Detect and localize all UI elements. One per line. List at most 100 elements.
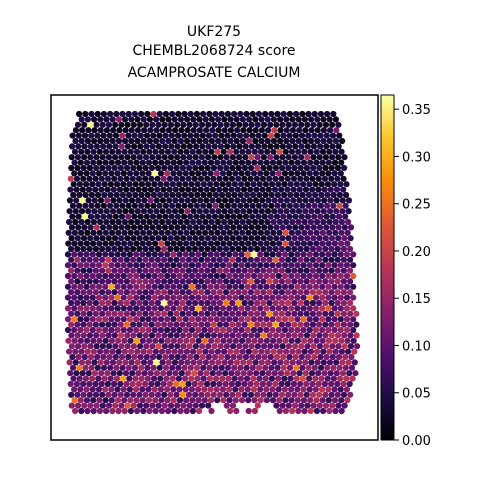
- spot: [161, 299, 168, 307]
- spot: [341, 402, 348, 409]
- spot: [185, 321, 192, 328]
- spot: [151, 305, 158, 312]
- spot: [341, 343, 348, 350]
- spot: [219, 375, 226, 382]
- spot: [192, 121, 199, 128]
- spot: [99, 391, 106, 398]
- spot: [144, 191, 151, 199]
- spot: [264, 359, 272, 366]
- spot: [102, 283, 109, 290]
- spot: [132, 191, 139, 199]
- spot: [147, 359, 154, 366]
- spot: [177, 348, 184, 355]
- spot: [105, 321, 112, 328]
- spot: [182, 262, 189, 269]
- spot: [317, 213, 324, 220]
- spot: [291, 245, 298, 253]
- spot: [77, 386, 84, 393]
- spot: [121, 407, 128, 415]
- spot: [247, 245, 254, 253]
- spot: [332, 407, 339, 415]
- colorbar-tick-label: 0.25: [402, 198, 431, 213]
- spot: [236, 353, 243, 361]
- spatial-spots: [64, 110, 361, 415]
- spot: [274, 110, 281, 118]
- spot: [192, 332, 199, 339]
- spot: [109, 359, 117, 366]
- spot: [292, 143, 299, 150]
- spot: [308, 208, 315, 215]
- spot: [151, 375, 158, 382]
- spot: [226, 262, 233, 269]
- spot: [205, 402, 212, 409]
- spot: [127, 229, 134, 236]
- spot: [219, 283, 227, 290]
- spot: [216, 256, 223, 263]
- spot: [170, 159, 177, 166]
- spot: [247, 321, 254, 328]
- spot: [213, 386, 220, 393]
- spot: [314, 116, 321, 123]
- spot: [130, 391, 137, 398]
- spot: [170, 337, 177, 344]
- spot: [166, 186, 173, 193]
- spot: [331, 316, 338, 323]
- spot: [276, 148, 283, 155]
- spot: [295, 208, 303, 215]
- spot: [130, 289, 137, 296]
- spot: [181, 110, 188, 118]
- spot: [301, 137, 308, 145]
- spot: [232, 159, 239, 166]
- spot: [99, 310, 106, 317]
- spot: [323, 343, 330, 350]
- spot: [291, 332, 298, 339]
- spot: [146, 348, 153, 355]
- spot: [89, 262, 96, 269]
- spot: [318, 181, 325, 188]
- spot: [192, 256, 199, 263]
- spot: [260, 289, 267, 296]
- spot: [223, 299, 230, 307]
- spot: [173, 380, 180, 388]
- spot: [156, 213, 163, 220]
- spot: [211, 154, 218, 161]
- spot: [210, 289, 217, 296]
- spot: [246, 127, 253, 134]
- spot: [135, 380, 142, 388]
- spot: [338, 148, 345, 155]
- spot: [107, 364, 114, 371]
- spot: [325, 337, 332, 344]
- spot: [130, 164, 137, 172]
- spot: [223, 245, 230, 253]
- spot: [93, 143, 100, 150]
- spot: [139, 262, 146, 269]
- spot: [239, 116, 246, 123]
- spot: [114, 283, 121, 290]
- spot: [311, 353, 318, 361]
- spot: [204, 332, 211, 339]
- spot: [160, 370, 167, 377]
- spot: [199, 343, 206, 350]
- spot: [262, 181, 269, 188]
- spot: [106, 224, 113, 231]
- spot: [71, 251, 78, 258]
- spot: [325, 294, 332, 301]
- spot: [232, 397, 239, 404]
- spot: [88, 191, 95, 199]
- spot: [164, 262, 171, 269]
- spot: [241, 289, 248, 296]
- spot: [121, 348, 128, 355]
- spot: [207, 316, 214, 323]
- spot: [188, 294, 196, 301]
- spot: [240, 208, 247, 215]
- spot: [171, 229, 178, 236]
- spot: [327, 197, 334, 204]
- spot: [72, 359, 79, 366]
- spot: [273, 154, 280, 161]
- spot: [229, 164, 236, 172]
- spot: [334, 256, 341, 263]
- spot: [275, 272, 282, 280]
- spot: [172, 370, 179, 377]
- spot: [315, 380, 322, 388]
- spot: [71, 397, 78, 404]
